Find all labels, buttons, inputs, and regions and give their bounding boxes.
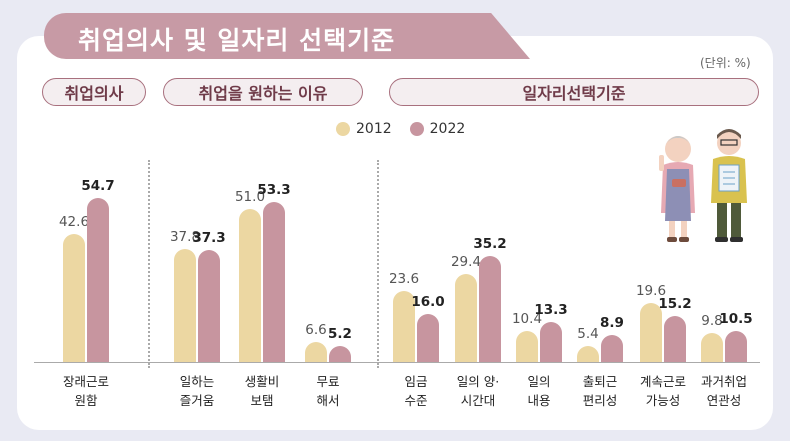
category-label: 무료 해서 bbox=[316, 374, 340, 408]
value-label-2022: 13.3 bbox=[534, 302, 568, 319]
man-glasses bbox=[720, 139, 738, 146]
bar-2012 bbox=[63, 234, 85, 362]
value-label-2012: 10.4 bbox=[511, 310, 543, 327]
bar-2012 bbox=[516, 330, 538, 362]
man-head bbox=[717, 131, 741, 155]
value-label-2012: 5.4 bbox=[577, 325, 599, 342]
category-label: 일하는 즐거움 bbox=[179, 374, 215, 408]
section-reasons-label: 취업을 원하는 이유 bbox=[198, 84, 328, 103]
bar-2022 bbox=[479, 256, 501, 362]
value-label-2022: 16.0 bbox=[411, 294, 445, 310]
bar-2022 bbox=[601, 335, 623, 362]
category-label: 장래근로 원함 bbox=[62, 374, 109, 408]
value-label-2012: 37.8 bbox=[169, 228, 201, 245]
group-divider bbox=[377, 160, 379, 368]
value-label-2022: 54.7 bbox=[81, 177, 115, 194]
value-label-2022: 10.5 bbox=[719, 310, 753, 327]
bar-2022 bbox=[198, 250, 220, 362]
value-label-2012: 9.8 bbox=[701, 312, 723, 329]
woman-arm bbox=[659, 155, 664, 171]
senior-workers-illustration bbox=[659, 129, 747, 242]
group-divider bbox=[148, 160, 150, 368]
bar-2012 bbox=[239, 209, 261, 362]
bar-2022 bbox=[664, 316, 686, 362]
value-label-2012: 6.6 bbox=[305, 322, 327, 339]
category-label: 생활비 보탬 bbox=[244, 374, 280, 408]
category-label: 일의 양· 시간대 bbox=[456, 374, 500, 408]
legend-swatch-2022 bbox=[409, 122, 424, 136]
section-reasons: 취업을 원하는 이유 bbox=[163, 78, 363, 106]
value-label-2012: 51.0 bbox=[234, 189, 266, 205]
section-job-criteria: 일자리선택기준 bbox=[389, 78, 759, 106]
legend-label-2012: 2012 bbox=[356, 121, 392, 137]
value-label-2022: 35.2 bbox=[473, 236, 507, 253]
section-job-criteria-label: 일자리선택기준 bbox=[522, 84, 626, 103]
value-label-2022: 15.2 bbox=[658, 296, 692, 313]
bar-2022 bbox=[87, 197, 109, 362]
bar-2022 bbox=[263, 202, 285, 362]
category-label: 임금 수준 bbox=[404, 374, 428, 408]
value-label-2012: 23.6 bbox=[388, 271, 420, 288]
section-employment-intent-label: 취업의사 bbox=[64, 84, 124, 103]
bar-2022 bbox=[725, 330, 747, 362]
value-label-2022: 5.2 bbox=[328, 326, 352, 343]
bar-2012 bbox=[393, 291, 415, 362]
value-label-2022: 8.9 bbox=[600, 315, 624, 332]
bar-2012 bbox=[640, 303, 662, 362]
chart-baseline bbox=[34, 362, 760, 363]
category-label: 출퇴근 편리성 bbox=[582, 374, 618, 408]
value-label-2012: 19.6 bbox=[635, 283, 667, 300]
woman-hair bbox=[665, 136, 691, 145]
bar-2022 bbox=[540, 322, 562, 362]
man-cap bbox=[717, 129, 741, 139]
value-label-2022: 53.3 bbox=[257, 182, 291, 199]
cake bbox=[672, 179, 686, 187]
category-label: 계속근로 가능성 bbox=[639, 374, 686, 408]
category-label: 일의 내용 bbox=[527, 374, 551, 408]
legend-label-2022: 2022 bbox=[429, 121, 466, 137]
legend: 2012 2022 bbox=[336, 121, 465, 137]
woman-head bbox=[665, 136, 691, 162]
bar-2012 bbox=[305, 342, 327, 362]
title-banner: 취업의사 및 일자리 선택기준 bbox=[44, 13, 530, 59]
value-label-2012: 42.6 bbox=[58, 214, 90, 231]
bar-2022 bbox=[417, 314, 439, 362]
woman-apron bbox=[665, 169, 691, 221]
bar-2022 bbox=[329, 346, 351, 362]
value-label-2012: 29.4 bbox=[450, 253, 482, 270]
bar-2012 bbox=[174, 248, 196, 362]
bar-2012 bbox=[455, 273, 477, 362]
legend-swatch-2012 bbox=[336, 122, 350, 136]
bar-2012 bbox=[577, 345, 599, 362]
value-label-2022: 37.3 bbox=[192, 230, 226, 247]
section-employment-intent: 취업의사 bbox=[42, 78, 146, 106]
bar-2012 bbox=[701, 332, 723, 362]
category-label: 과거취업 연관성 bbox=[700, 374, 747, 408]
unit-label: (단위: %) bbox=[700, 56, 751, 70]
page-title: 취업의사 및 일자리 선택기준 bbox=[78, 26, 396, 55]
